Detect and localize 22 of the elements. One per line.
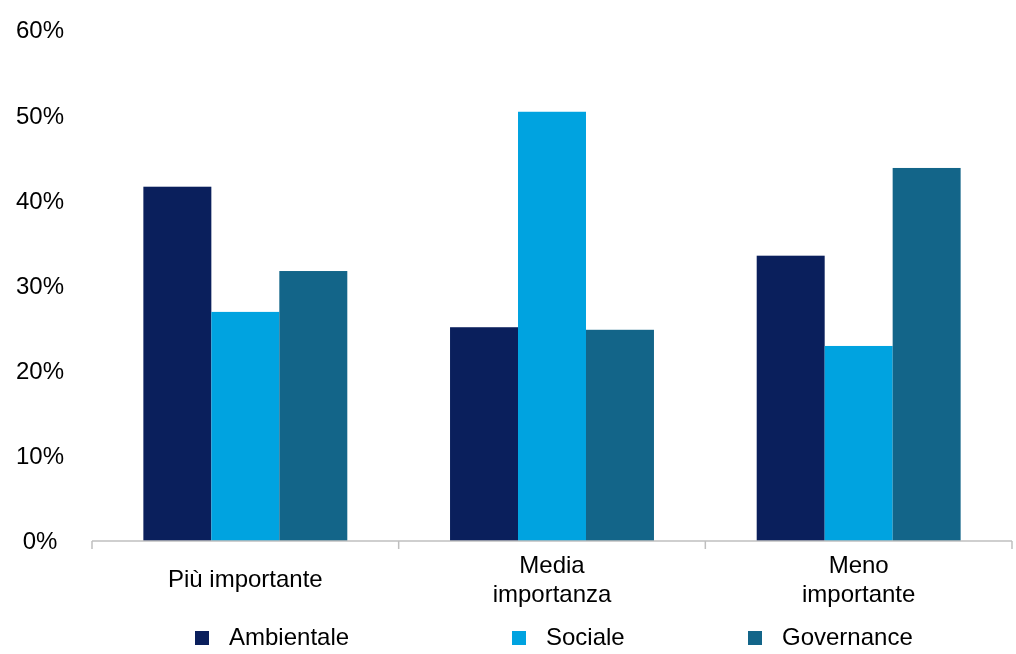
y-tick-label: 40% xyxy=(15,186,65,214)
bar xyxy=(279,271,348,541)
legend-label: Governance xyxy=(782,623,913,650)
legend-label: Ambientale xyxy=(229,623,350,650)
y-tick-label: 20% xyxy=(15,357,65,385)
bar xyxy=(585,329,654,541)
bar xyxy=(211,311,280,541)
bar xyxy=(450,327,519,541)
x-tick-label: Più importante xyxy=(167,565,323,592)
y-tick-label: 50% xyxy=(15,101,65,129)
y-tick-label: 0% xyxy=(22,527,58,555)
x-tick-label: Media importanza xyxy=(492,551,613,607)
bar xyxy=(824,345,893,541)
bar xyxy=(143,186,212,541)
bar xyxy=(518,111,586,541)
legend-label: Sociale xyxy=(546,623,625,650)
y-tick-label: 30% xyxy=(15,271,65,299)
bar xyxy=(756,255,825,541)
x-tick-label: Meno importante xyxy=(801,551,916,607)
y-tick-label: 60% xyxy=(15,16,65,44)
y-tick-label: 10% xyxy=(15,442,65,470)
bar xyxy=(892,167,961,541)
